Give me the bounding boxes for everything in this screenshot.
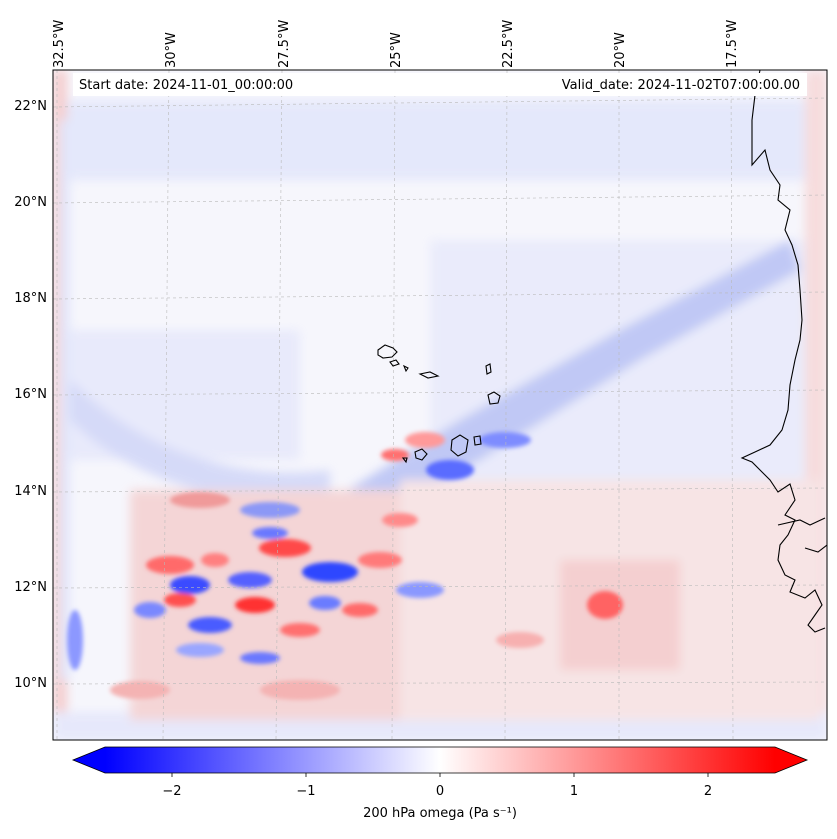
lat-label-12n: 12°N: [14, 580, 47, 595]
colorbar: [71, 746, 809, 777]
gridlines: [53, 70, 827, 740]
colorbar-tick-1: 1: [569, 784, 579, 799]
lon-label-27-5w: 27.5°W: [277, 19, 292, 68]
colorbar-tick-minus-2: −2: [162, 784, 182, 799]
lat-label-18n: 18°N: [14, 291, 47, 306]
lat-label-10n: 10°N: [14, 676, 47, 691]
lon-label-32-5w: 32.5°W: [52, 19, 67, 68]
lat-label-22n: 22°N: [14, 99, 47, 114]
colorbar-extend-max: [775, 747, 807, 773]
lat-label-16n: 16°N: [14, 387, 47, 402]
lon-label-22-5w: 22.5°W: [501, 19, 516, 68]
colorbar-tick-2: 2: [703, 784, 713, 799]
colorbar-tick-minus-1: −1: [296, 784, 316, 799]
start-date-label: Start date: 2024-11-01_00:00:00: [79, 78, 294, 93]
colorbar-extend-min: [73, 747, 105, 773]
lon-label-17-5w: 17.5°W: [725, 19, 740, 68]
info-banner: [73, 73, 807, 96]
lat-label-14n: 14°N: [14, 484, 47, 499]
omega-field: [53, 70, 827, 740]
map-frame: [52, 69, 828, 741]
lon-label-25w: 25°W: [389, 32, 404, 68]
lon-label-30w: 30°W: [164, 32, 179, 68]
colorbar-tick-0: 0: [435, 784, 445, 799]
colorbar-label: 200 hPa omega (Pa s⁻¹): [363, 806, 517, 821]
valid-date-label: Valid_date: 2024-11-02T07:00:00.00: [561, 78, 800, 93]
lon-label-20w: 20°W: [613, 32, 628, 68]
lat-label-20n: 20°N: [14, 195, 47, 210]
coastlines: [377, 70, 827, 633]
